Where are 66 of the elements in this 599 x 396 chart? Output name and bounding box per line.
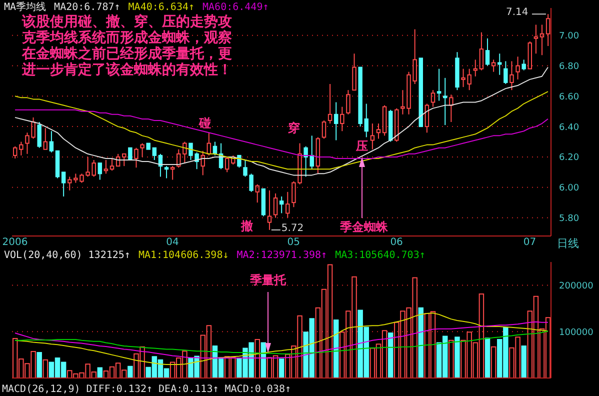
bar [490,346,496,378]
x-tick-label: 06 [390,237,403,248]
y-tick-label: 6.20 [559,153,580,164]
x-tick-label: 04 [166,237,179,248]
x-axis-title: 日线 [557,236,579,251]
bar [454,336,460,378]
annotation: 压 [356,138,368,155]
y-tick-label: 6.40 [559,122,580,133]
text: MA3:105640.703↑ [335,250,426,261]
chart-title: MA季均线 [4,2,46,13]
annotation: 7.14 [506,7,528,18]
bar [448,340,454,378]
candlestick [516,56,520,80]
x-tick-label: 05 [287,237,300,248]
y-tick-label: 200000 [559,281,594,292]
annotation: 碰 [199,115,211,132]
bar [418,307,424,378]
y-tick-label: 7.00 [559,32,580,42]
x-tick-label: 2006 [2,237,28,248]
text: MA60:6.449↑ [202,2,269,13]
annotation: 穿 [288,120,300,137]
candlestick [267,190,272,230]
annotation: 撤 [241,218,253,235]
text: MA1:104606.398↓ [138,250,229,261]
candlestick [497,53,502,76]
candlestick [534,24,538,54]
candlestick [540,24,544,56]
text: MA20:6.787↑ [54,2,120,13]
bar [333,320,339,378]
chart-title: VOL(20,40,60) 132125↑ [4,250,130,261]
y-tick-label: 6.00 [559,184,580,194]
bar [254,338,260,378]
text: MA40:6.634↑ [128,2,195,13]
text: MACD(26,12,9) DIFF:0.132↑ DEA:0.113↑ MACD:0.038↑ [2,384,291,395]
annotation: 季金蜘蛛 [340,219,388,236]
bar [42,359,48,378]
line-series [14,321,548,359]
candlestick [340,106,344,132]
candlestick [286,191,290,218]
candlestick [68,176,72,191]
candlestick [364,103,368,138]
bar [521,345,526,378]
y-tick-label: 5.80 [559,214,580,224]
bar [278,358,284,378]
candlestick [473,59,478,77]
line-series [14,91,548,170]
bar [97,367,103,378]
candlestick [436,68,442,102]
annotation: 该股使用碰、撤、穿、压的走势攻克季均线系统而形成金蜘蛛，观察在金蜘蛛之前已经形成季量托，更进一步肯定了该金蜘蛛的有效性！ [22,14,232,78]
candlestick [370,123,375,150]
annotation: 季量托 [250,272,286,289]
y-tick-label: 100000 [559,328,594,338]
line-series [14,330,548,354]
y-tick-label: 6.80 [559,62,580,72]
candlestick [376,123,381,140]
bar [484,338,490,378]
candlestick [442,77,448,126]
candlestick [485,38,490,66]
bar [128,366,133,378]
text: MA2:123971.398↑ [236,250,328,261]
x-tick-label: 07 [523,237,536,248]
y-tick-label: 6.60 [559,92,580,102]
bar [36,352,42,378]
candlestick [334,102,338,141]
bar [388,332,394,378]
annotation: 5.72 [281,222,304,234]
